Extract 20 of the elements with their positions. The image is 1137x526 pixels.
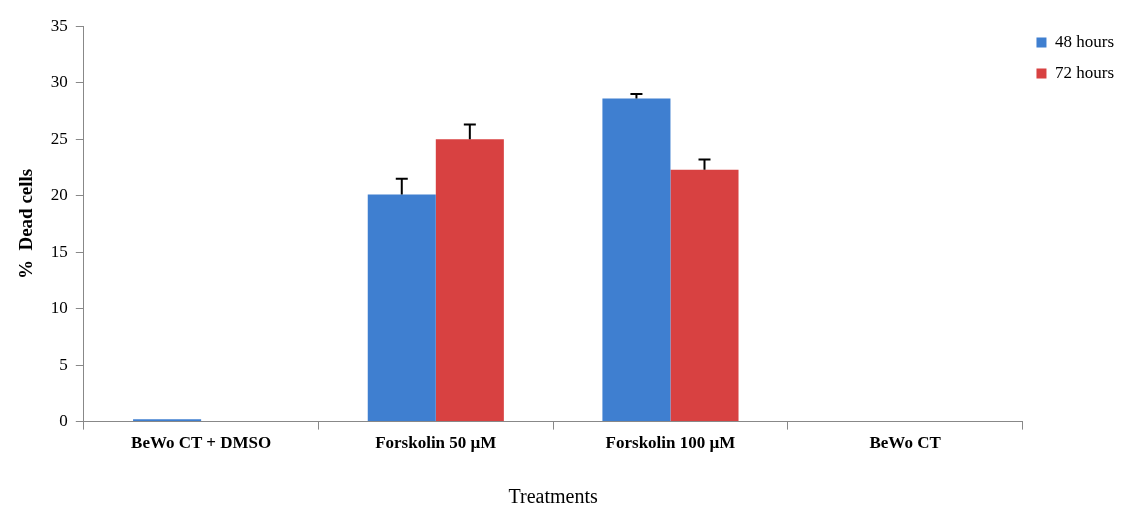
y-tick-label: 20 xyxy=(50,185,68,205)
y-tick-label: 0 xyxy=(59,411,68,431)
x-tick-label: Forskolin 100 µM xyxy=(605,433,736,453)
x-tick-label: Forskolin 50 µM xyxy=(375,433,497,453)
bar xyxy=(602,98,671,422)
y-tick-label: 15 xyxy=(50,241,68,261)
bar xyxy=(435,139,504,422)
bar xyxy=(367,194,436,422)
y-tick-label: 35 xyxy=(50,15,68,35)
y-tick-label: 5 xyxy=(59,354,68,374)
x-tick-label: BeWo CT xyxy=(869,433,942,453)
y-tick-label: 30 xyxy=(50,72,68,92)
x-tick-label: BeWo CT + DMSO xyxy=(131,433,272,453)
legend-label: 48 hours xyxy=(1054,31,1114,51)
bar xyxy=(670,169,739,422)
y-tick-label: 10 xyxy=(50,298,68,318)
y-axis-title: % Dead cells xyxy=(15,168,37,280)
legend-label: 72 hours xyxy=(1054,62,1114,82)
y-tick-label: 25 xyxy=(50,128,68,148)
x-axis-title: Treatments xyxy=(508,485,598,508)
